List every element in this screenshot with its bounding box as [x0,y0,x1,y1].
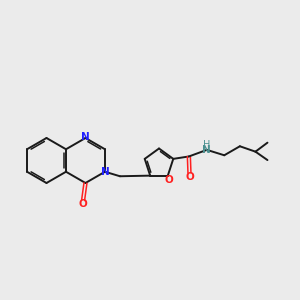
Text: N: N [202,145,211,155]
Text: H: H [203,140,211,150]
Text: N: N [101,167,110,177]
Text: O: O [164,175,173,185]
Text: N: N [81,132,90,142]
Text: O: O [185,172,194,182]
Text: O: O [78,199,87,209]
